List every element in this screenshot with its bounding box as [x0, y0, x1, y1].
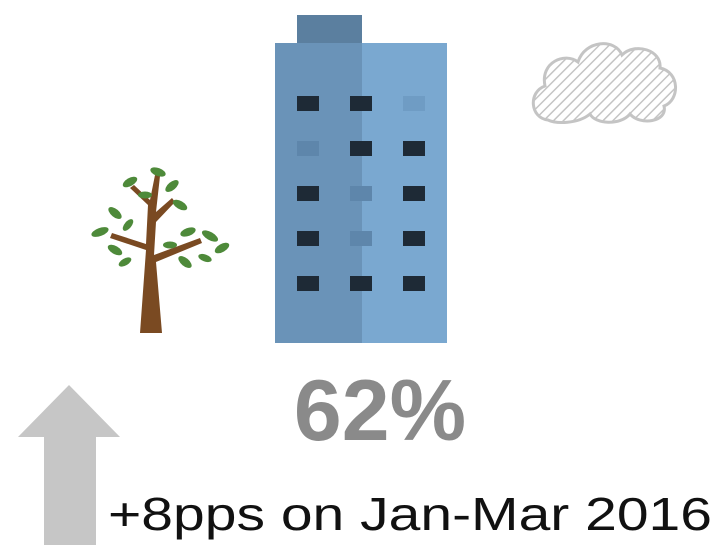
- stat-caption: +8pps on Jan-Mar 2016: [108, 488, 712, 540]
- tree-icon: [91, 167, 230, 333]
- up-arrow-icon: [18, 385, 120, 545]
- building-icon: [275, 15, 447, 343]
- cloud-icon: [531, 42, 677, 124]
- stat-value: 62%: [294, 363, 466, 459]
